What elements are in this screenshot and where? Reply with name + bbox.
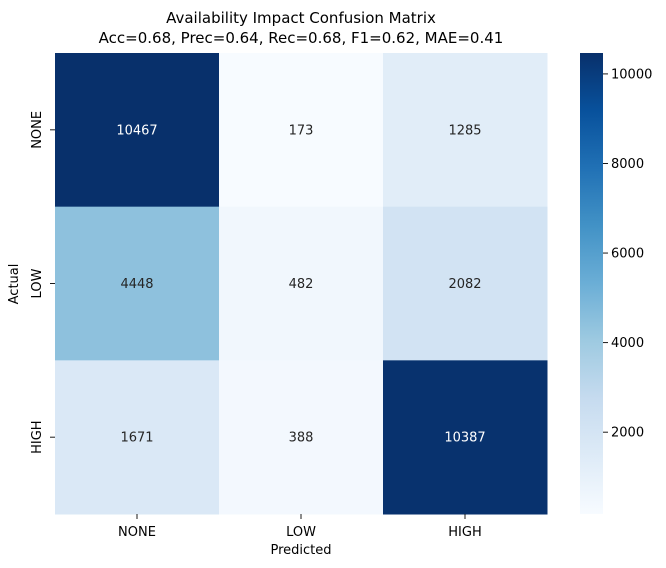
cell-value-label: 4448 xyxy=(120,277,153,292)
x-axis: NONE LOW HIGH xyxy=(118,514,482,540)
colorbar-tick-label: 10000 xyxy=(611,67,652,82)
y-axis-label: Actual xyxy=(7,264,22,305)
x-axis-label: Predicted xyxy=(270,543,331,558)
y-axis: NONE LOW HIGH xyxy=(30,111,55,454)
colorbar xyxy=(580,53,603,514)
heatmap-cell-labels: 10467 173 1285 4448 482 2082 1671 388 10387 xyxy=(116,123,485,445)
heatmap-cell xyxy=(383,206,548,361)
heatmap-cells xyxy=(55,53,548,515)
heatmap-cell xyxy=(383,360,548,515)
heatmap-cell xyxy=(383,53,548,208)
cell-value-label: 10467 xyxy=(116,123,157,138)
colorbar-tick-label: 8000 xyxy=(611,157,644,172)
x-tick-label: NONE xyxy=(118,525,156,540)
colorbar-tick-label: 6000 xyxy=(611,247,644,262)
cell-value-label: 173 xyxy=(289,123,314,138)
cell-value-label: 482 xyxy=(289,277,314,292)
cell-value-label: 1285 xyxy=(448,123,481,138)
heatmap-cell xyxy=(55,206,220,361)
cell-value-label: 1671 xyxy=(120,431,153,446)
heatmap-cell xyxy=(55,53,220,208)
chart-title: Availability Impact Confusion Matrix xyxy=(166,9,436,27)
colorbar-tick-label: 4000 xyxy=(611,336,644,351)
colorbar-ticks: 2000 4000 6000 8000 10000 xyxy=(603,67,652,441)
heatmap-cell xyxy=(55,360,220,515)
chart-subtitle: Acc=0.68, Prec=0.64, Rec=0.68, F1=0.62, … xyxy=(99,29,504,47)
cell-value-label: 10387 xyxy=(444,431,485,446)
x-tick-label: LOW xyxy=(286,525,316,540)
heatmap-cell xyxy=(219,360,384,515)
cell-value-label: 2082 xyxy=(448,277,481,292)
heatmap-cell xyxy=(219,206,384,361)
colorbar-tick-label: 2000 xyxy=(611,426,644,441)
x-tick-label: HIGH xyxy=(448,525,481,540)
y-tick-label: LOW xyxy=(30,268,45,298)
cell-value-label: 388 xyxy=(289,431,314,446)
heatmap-cell xyxy=(219,53,384,208)
y-tick-label: HIGH xyxy=(30,420,45,453)
y-tick-label: NONE xyxy=(30,111,45,149)
